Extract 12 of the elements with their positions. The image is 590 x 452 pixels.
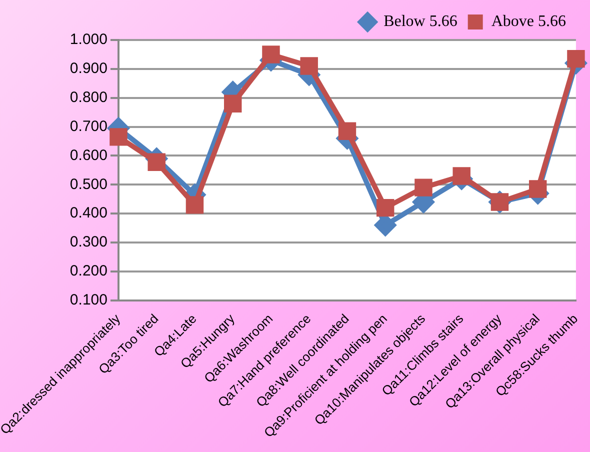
- y-tick-label: 1.000: [70, 31, 108, 48]
- y-tick-label: 0.100: [70, 292, 108, 309]
- y-tick-label: 0.800: [70, 89, 108, 106]
- y-tick-label: 0.400: [70, 204, 108, 222]
- legend-label: Above 5.66: [491, 13, 566, 30]
- legend-label: Below 5.66: [384, 13, 458, 30]
- y-tick-label: 0.500: [70, 176, 108, 193]
- y-tick-label: 0.200: [70, 262, 108, 280]
- y-tick-label: 0.700: [70, 118, 108, 135]
- y-tick-label: 0.600: [70, 146, 108, 164]
- y-tick-label: 0.900: [70, 60, 108, 78]
- y-tick-label: 0.300: [70, 234, 108, 251]
